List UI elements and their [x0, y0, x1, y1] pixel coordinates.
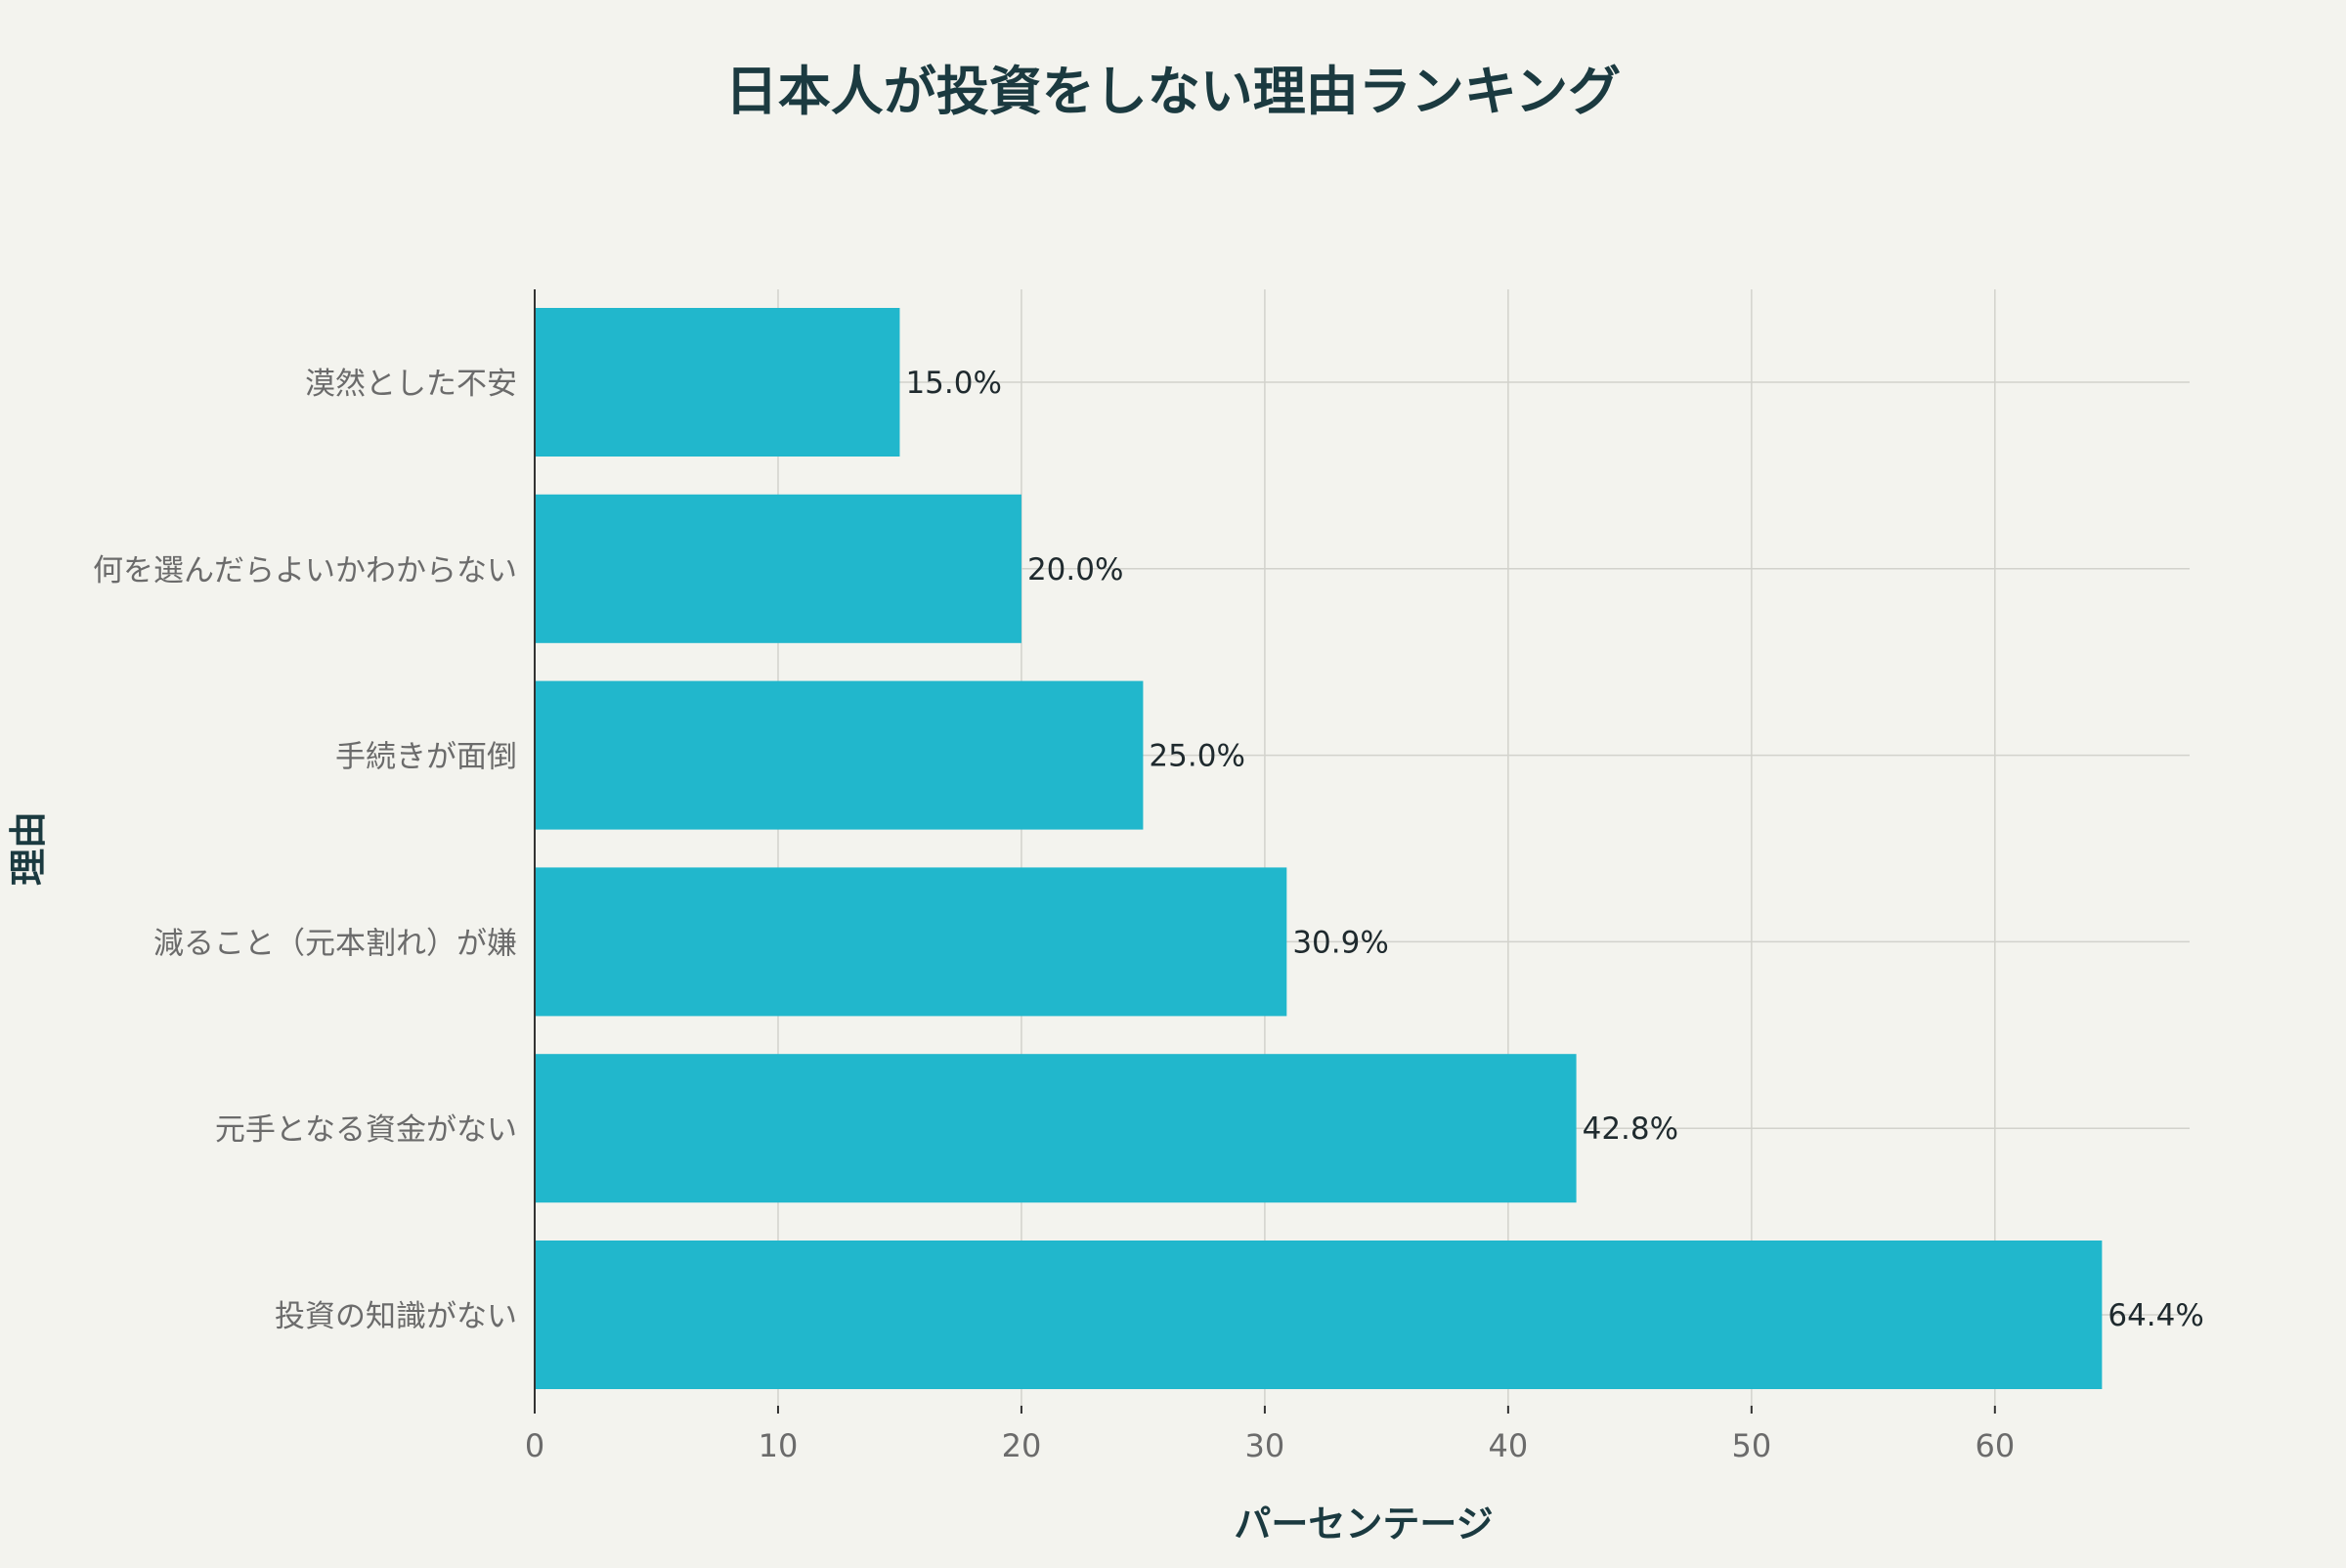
x-tick-label: 10: [759, 1427, 799, 1464]
axis-layer: 漠然とした不安何を選んだらよいかわからない手続きが面倒減ること（元本割れ）が嫌元…: [93, 289, 2015, 1464]
value-label: 30.9%: [1292, 925, 1388, 960]
category-label: 投資の知識がない: [275, 1299, 517, 1334]
bar: [535, 1054, 1577, 1203]
y-axis-title: 理由: [7, 811, 50, 886]
category-label: 何を選んだらよいかわからない: [93, 553, 517, 588]
value-label: 25.0%: [1149, 739, 1244, 774]
bar: [535, 308, 900, 457]
x-axis-title: パーセンテージ: [1234, 1503, 1493, 1546]
value-label: 20.0%: [1027, 552, 1123, 588]
x-tick-label: 50: [1731, 1427, 1771, 1464]
category-label: 手続きが面倒: [335, 740, 517, 775]
value-label: 15.0%: [905, 366, 1001, 401]
value-label: 64.4%: [2107, 1298, 2203, 1333]
category-label: 漠然とした不安: [305, 367, 517, 402]
x-tick-label: 60: [1975, 1427, 2015, 1464]
bar-layer: 15.0% 20.0% 25.0% 30.9% 42.8% 64.4%: [535, 308, 2204, 1389]
bar: [535, 867, 1287, 1017]
bar: [535, 494, 1021, 643]
x-tick-label: 30: [1245, 1427, 1285, 1464]
category-label: 減ること（元本割れ）が嫌: [153, 926, 517, 961]
grid-layer: [535, 289, 2190, 1406]
category-label: 元手となる資金がない: [215, 1112, 517, 1148]
x-tick-label: 40: [1489, 1427, 1529, 1464]
x-tick-label: 20: [1002, 1427, 1042, 1464]
value-label: 42.8%: [1583, 1111, 1678, 1147]
bar: [535, 680, 1144, 830]
chart-title: 日本人が投資をしない理由ランキング: [725, 61, 1621, 122]
x-tick-label: 0: [525, 1427, 544, 1464]
bar: [535, 1241, 2103, 1389]
